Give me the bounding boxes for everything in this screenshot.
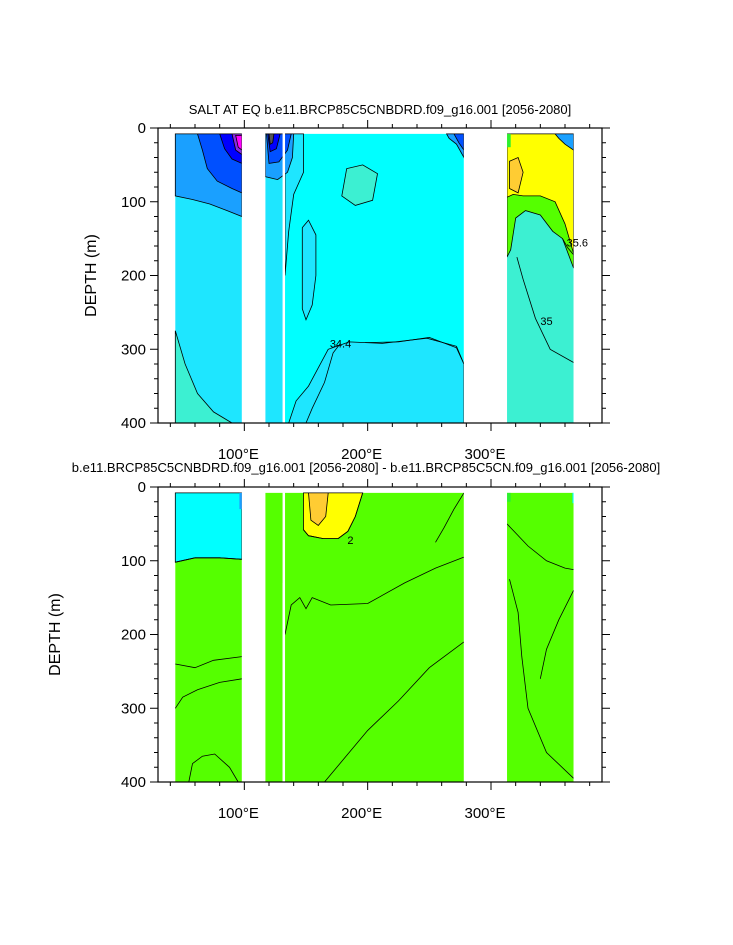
contour-34-4-west: [305, 343, 341, 424]
y-axis-label: DEPTH (m): [83, 234, 100, 317]
contour-label: 35.6: [567, 237, 588, 249]
contour-pacific-deep: [324, 641, 465, 783]
land-mask: [241, 488, 266, 782]
y-tick-label: 200: [121, 627, 146, 644]
contour-indian-lower: [174, 678, 242, 709]
atlantic-fresh-east: [554, 133, 574, 151]
land-mask: [282, 488, 286, 782]
x-tick-label: 300°E: [464, 446, 505, 463]
contour-indian-upper: [175, 557, 242, 563]
contour-atlantic-east: [539, 590, 574, 679]
indian-diff-base: [175, 492, 242, 782]
land-mask: [463, 129, 508, 423]
contour-indian-mid: [175, 656, 242, 669]
y-tick-label: 200: [121, 268, 146, 285]
land-mask: [573, 488, 602, 782]
x-tick-label: 200°E: [341, 446, 382, 463]
x-tick-label: 300°E: [464, 805, 505, 822]
warm-pool-core: [268, 133, 275, 145]
y-tick-label: 300: [121, 700, 146, 717]
contour-label: 2: [347, 535, 353, 547]
land-mask: [573, 129, 602, 423]
atlantic-edge-patch: [507, 492, 511, 502]
y-tick-label: 300: [121, 341, 146, 358]
contour-34-4-east: [365, 336, 465, 365]
atlantic-edge-anomaly: [572, 492, 574, 504]
contour-label: 35: [540, 316, 552, 328]
contour-atlantic-lower: [509, 579, 574, 779]
pacific-diff-base: [265, 492, 464, 782]
atlantic-saltier: [506, 133, 574, 254]
land-mask: [463, 488, 508, 782]
contour-2: [303, 492, 364, 539]
y-tick-label: 100: [121, 553, 146, 570]
contour-35: [516, 256, 574, 363]
y-tick-label: 0: [138, 120, 146, 137]
y-tick-label: 0: [138, 479, 146, 496]
y-tick-label: 100: [121, 194, 146, 211]
land-mask: [241, 129, 266, 423]
contour-pacific-upper: [284, 556, 465, 635]
contour-label: 34.4: [330, 338, 351, 350]
pacific-max-anomaly: [308, 492, 329, 526]
panel-title: b.e11.BRCP85C5CNBDRD.f09_g16.001 [2056-2…: [72, 460, 661, 475]
contour-indian-bottom: [188, 753, 239, 783]
y-tick-label: 400: [121, 774, 146, 791]
atlantic-edge-patch: [507, 133, 511, 148]
y-tick-label: 400: [121, 415, 146, 432]
atlantic-max-core: [509, 156, 524, 194]
x-tick-label: 100°E: [218, 446, 259, 463]
difference-panel: 2 0 100 200 300 400 100°E 200°E 300°E b.e11.BRCP8…: [47, 460, 660, 822]
central-salty-lens: [341, 164, 378, 206]
contour-atlantic-upper: [506, 523, 574, 570]
salt-panel: 34.4 35 35.6 0 100 200 300 400 100°E 200°E 300°E SA…: [83, 102, 610, 463]
x-tick-label: 100°E: [218, 805, 259, 822]
y-axis-label: DEPTH (m): [47, 593, 64, 676]
panel-title: SALT AT EQ b.e11.BRCP85C5CNBDRD.f09_g16.…: [189, 102, 572, 117]
indian-edge-anomaly: [239, 492, 242, 510]
contour-35-6: [562, 238, 574, 256]
strait-water: [265, 133, 283, 423]
indian-negative-anomaly: [174, 492, 243, 563]
land-mask: [282, 129, 286, 423]
contour-pacific-east: [435, 492, 465, 543]
x-tick-label: 200°E: [341, 805, 382, 822]
subsurface-fresh: [301, 219, 317, 321]
